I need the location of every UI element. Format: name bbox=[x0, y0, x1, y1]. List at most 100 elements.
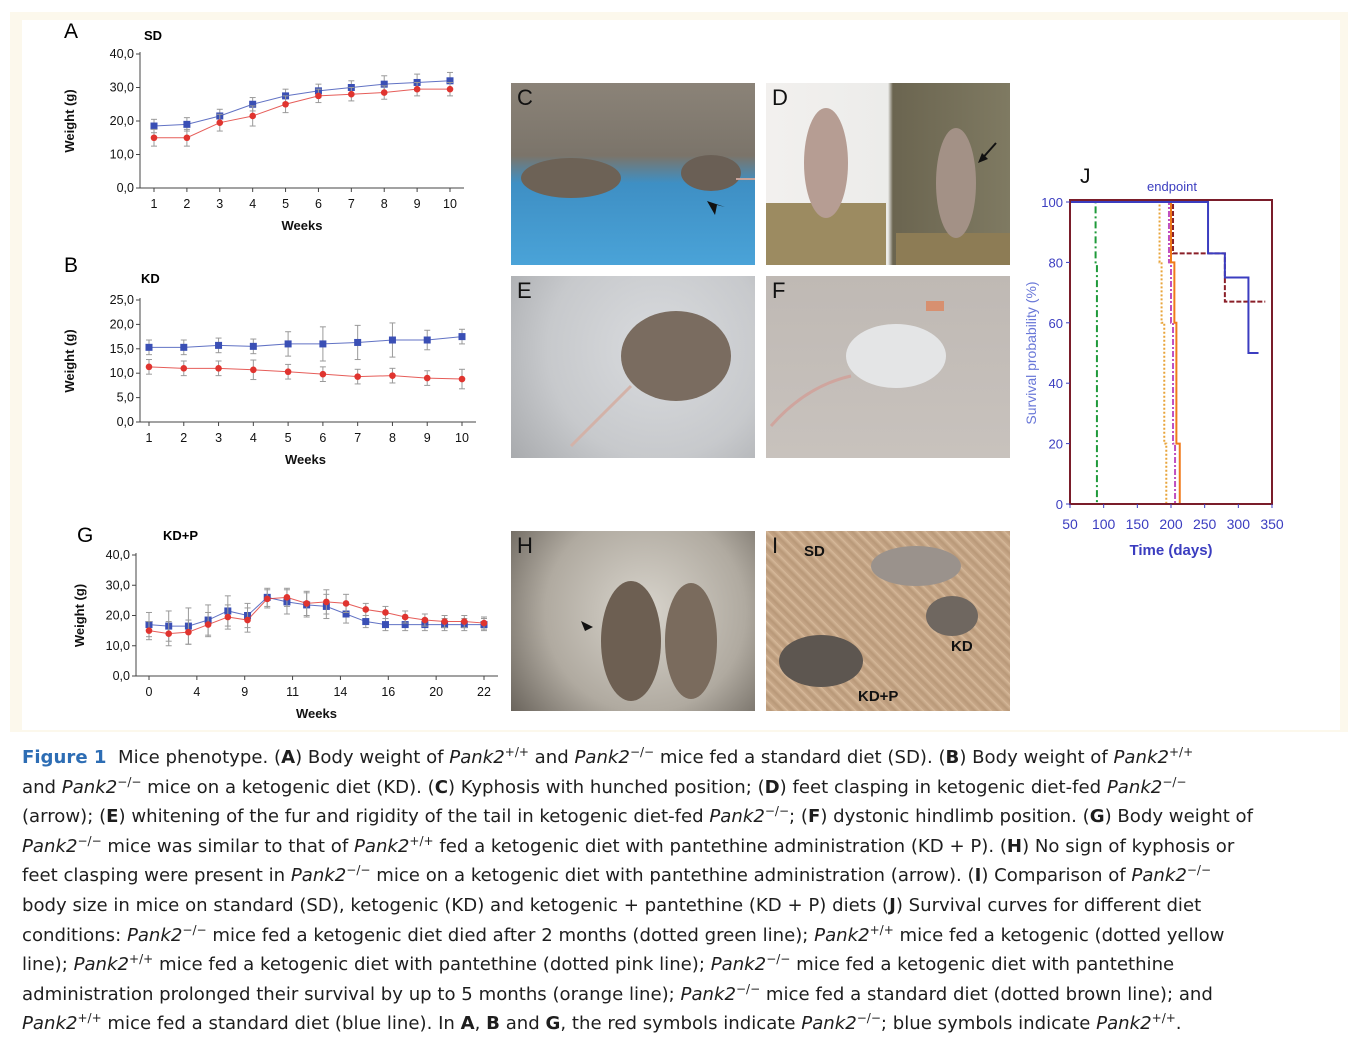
x-tick-label: 300 bbox=[1227, 516, 1251, 532]
caption-line-4: Pank2−/− mice was similar to that of Pan… bbox=[22, 833, 1235, 857]
y-tick-label: 100 bbox=[1041, 195, 1063, 210]
data-point bbox=[421, 616, 429, 624]
data-point bbox=[249, 100, 257, 108]
x-tick-label: 3 bbox=[215, 431, 222, 445]
series-line bbox=[148, 596, 485, 635]
survival-curve bbox=[1070, 201, 1259, 354]
caption-line-1: Figure 1 Mice phenotype. (A) Body weight… bbox=[22, 743, 1344, 773]
y-tick-label: 40 bbox=[1049, 376, 1063, 391]
data-point bbox=[342, 610, 350, 618]
caption-line-2: and Pank2−/− mice on a ketogenic diet (K… bbox=[22, 774, 1187, 798]
photo-h-no-kyphosis: H bbox=[511, 531, 755, 711]
photo-f-dystonic-hindlimb: F bbox=[766, 276, 1010, 458]
data-point bbox=[458, 333, 466, 341]
x-tick-label: 150 bbox=[1126, 516, 1150, 532]
photo-c-kyphosis: C bbox=[511, 83, 755, 265]
data-point bbox=[216, 119, 224, 126]
data-point bbox=[250, 366, 257, 374]
x-tick-label: 100 bbox=[1092, 516, 1116, 532]
x-tick-label: 7 bbox=[348, 197, 355, 211]
panel-letter-g: G bbox=[77, 524, 94, 547]
data-point bbox=[362, 618, 370, 626]
figure-caption: Figure 1 Mice phenotype. (A) Body weight… bbox=[22, 743, 1344, 1043]
x-tick-label: 4 bbox=[250, 431, 257, 445]
series-line bbox=[154, 88, 450, 139]
y-tick-label: 40,0 bbox=[110, 47, 134, 61]
data-point bbox=[458, 375, 466, 383]
data-point bbox=[362, 606, 370, 613]
survival-curve bbox=[1070, 201, 1168, 504]
series-line bbox=[153, 80, 451, 127]
data-point bbox=[249, 342, 257, 350]
y-tick-label: 20,0 bbox=[106, 609, 130, 623]
data-point bbox=[401, 621, 409, 629]
x-axis-title: Weeks bbox=[296, 706, 337, 721]
chart-b-weight-kd: 0,0 5,0 10,0 15,0 20,0 25,0 1 2 3 4 5 6 7 8 9 10 Weeks We… bbox=[62, 293, 476, 467]
chart-g-weight-kdp: 0,0 10,0 20,0 30,0 40,0 0 4 9 11 14 16 20 22 Weeks Wei… bbox=[72, 548, 498, 721]
y-axis-title: Weight (g) bbox=[62, 89, 77, 152]
y-axis-title: Weight (g) bbox=[62, 329, 77, 392]
data-point bbox=[423, 336, 431, 344]
photo-label-f: F bbox=[772, 278, 786, 303]
x-tick-label: 2 bbox=[180, 431, 187, 445]
y-tick-label: 80 bbox=[1049, 255, 1063, 270]
x-axis-title: Weeks bbox=[285, 452, 326, 467]
x-tick-label: 4 bbox=[249, 197, 256, 211]
y-tick-label: 20,0 bbox=[110, 114, 134, 128]
photo-i-label-kdp: KD+P bbox=[858, 688, 899, 705]
caption-line-5: feet clasping were present in Pank2−/− m… bbox=[22, 863, 1212, 887]
x-tick-label: 3 bbox=[216, 197, 223, 211]
data-point bbox=[263, 595, 271, 603]
series-line bbox=[149, 336, 463, 348]
caption-line-8: line); Pank2+/+ mice fed a ketogenic die… bbox=[22, 952, 1175, 976]
x-tick-label: 10 bbox=[455, 431, 469, 445]
x-tick-label: 9 bbox=[414, 197, 421, 211]
data-point bbox=[180, 343, 188, 351]
data-point bbox=[284, 340, 292, 348]
x-axis-title: Time (days) bbox=[1129, 542, 1212, 559]
data-point bbox=[165, 630, 173, 637]
x-tick-label: 0 bbox=[146, 685, 153, 699]
x-tick-label: 14 bbox=[333, 685, 347, 699]
y-axis-title: Weight (g) bbox=[72, 584, 87, 647]
data-point bbox=[284, 368, 292, 376]
photo-label-h: H bbox=[517, 533, 533, 558]
y-tick-label: 15,0 bbox=[110, 342, 134, 356]
caption-line-3: (arrow); (E) whitening of the fur and ri… bbox=[22, 804, 1254, 828]
y-tick-label: 0,0 bbox=[113, 669, 130, 683]
data-point bbox=[342, 600, 350, 607]
panel-letter-b: B bbox=[64, 254, 79, 277]
x-tick-label: 6 bbox=[319, 431, 326, 445]
data-point bbox=[183, 120, 191, 128]
x-tick-label: 2 bbox=[183, 197, 190, 211]
data-point bbox=[460, 618, 468, 625]
diet-label-kd: KD bbox=[141, 271, 160, 286]
data-point bbox=[180, 365, 188, 372]
x-tick-label: 11 bbox=[286, 685, 299, 699]
x-tick-label: 8 bbox=[389, 431, 396, 445]
data-point bbox=[215, 341, 223, 349]
data-point bbox=[319, 340, 327, 348]
y-tick-label: 0 bbox=[1056, 497, 1063, 512]
y-tick-label: 5,0 bbox=[117, 391, 134, 405]
data-point bbox=[381, 621, 389, 629]
y-axis-title: Survival probability (%) bbox=[1023, 281, 1039, 424]
data-point bbox=[283, 594, 291, 601]
photo-label-c: C bbox=[517, 85, 533, 110]
caption-line-7: conditions: Pank2−/− mice fed a ketogeni… bbox=[22, 922, 1225, 946]
x-tick-label: 7 bbox=[354, 431, 361, 445]
x-tick-label: 20 bbox=[429, 685, 443, 699]
data-point bbox=[185, 628, 192, 636]
x-axis-title: Weeks bbox=[282, 218, 323, 233]
data-point bbox=[423, 374, 431, 382]
photo-d-feet-clasping: D bbox=[766, 83, 1010, 265]
x-tick-label: 50 bbox=[1062, 516, 1078, 532]
series-line bbox=[148, 366, 463, 380]
x-tick-label: 1 bbox=[151, 197, 158, 211]
photo-label-i: I bbox=[772, 533, 779, 558]
caption-text-1: Mice phenotype. (A) Body weight of Pank2… bbox=[118, 744, 1194, 768]
x-tick-label: 5 bbox=[282, 197, 289, 211]
x-tick-label: 22 bbox=[477, 685, 491, 699]
data-point bbox=[354, 373, 361, 380]
